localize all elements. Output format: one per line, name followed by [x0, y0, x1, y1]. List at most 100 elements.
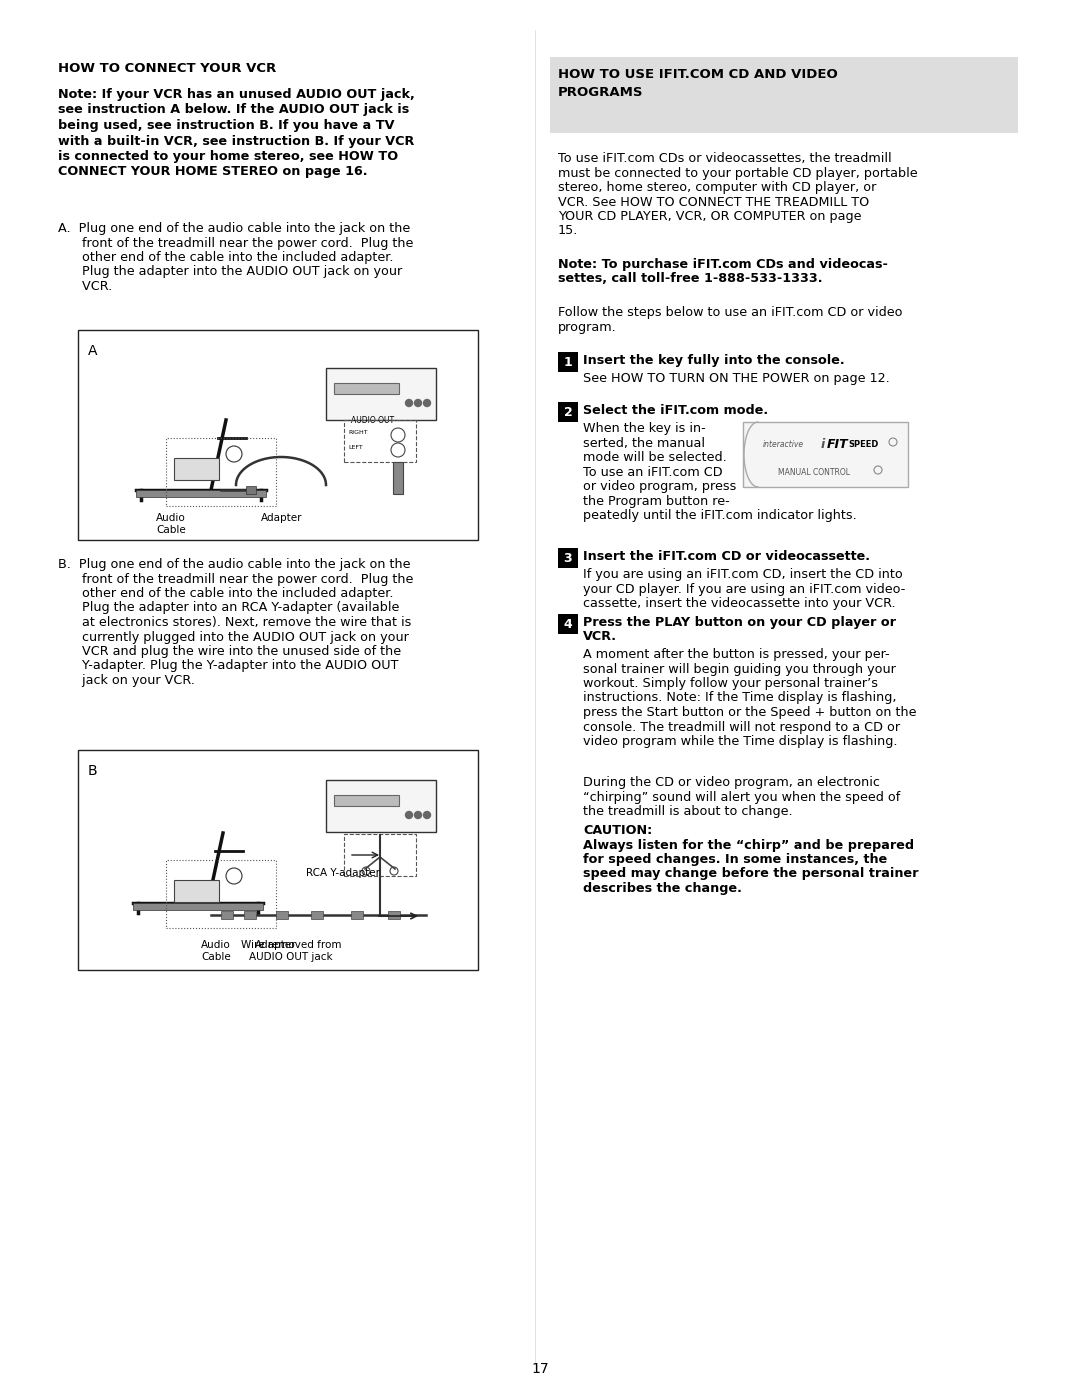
Text: Adapter: Adapter [255, 940, 297, 950]
Text: AUDIO OUT: AUDIO OUT [351, 416, 394, 425]
Circle shape [423, 812, 431, 819]
Circle shape [405, 400, 413, 407]
Text: peatedly until the iFIT.com indicator lights.: peatedly until the iFIT.com indicator li… [583, 509, 856, 522]
Text: Y-adapter. Plug the Y-adapter into the AUDIO OUT: Y-adapter. Plug the Y-adapter into the A… [58, 659, 399, 672]
Text: serted, the manual: serted, the manual [583, 436, 705, 450]
Text: See HOW TO TURN ON THE POWER on page 12.: See HOW TO TURN ON THE POWER on page 12. [583, 372, 890, 386]
Text: i: i [821, 439, 825, 451]
Text: Note: To purchase iFIT.com CDs and videocas-: Note: To purchase iFIT.com CDs and video… [558, 258, 888, 271]
Text: To use an iFIT.com CD: To use an iFIT.com CD [583, 465, 723, 479]
Bar [334, 383, 399, 394]
Text: VCR. See HOW TO CONNECT THE TREADMILL TO: VCR. See HOW TO CONNECT THE TREADMILL TO [558, 196, 869, 208]
Text: Adapter: Adapter [261, 513, 302, 522]
Text: instructions. Note: If the Time display is flashing,: instructions. Note: If the Time display … [583, 692, 896, 704]
Text: MANUAL CONTROL: MANUAL CONTROL [778, 468, 850, 476]
Bar [345, 834, 416, 876]
Bar [174, 458, 219, 481]
Text: see instruction A below. If the AUDIO OUT jack is: see instruction A below. If the AUDIO OU… [58, 103, 409, 116]
Bar [136, 490, 266, 497]
Text: RIGHT: RIGHT [348, 430, 367, 434]
Circle shape [415, 812, 421, 819]
Bar [351, 911, 363, 919]
Bar [550, 57, 1018, 133]
Text: 4: 4 [564, 617, 572, 630]
Text: mode will be selected.: mode will be selected. [583, 451, 727, 464]
Bar [78, 330, 478, 541]
Bar [276, 911, 288, 919]
Text: A: A [87, 344, 97, 358]
Bar [558, 615, 578, 634]
Text: your CD player. If you are using an iFIT.com video-: your CD player. If you are using an iFIT… [583, 583, 905, 595]
Bar [174, 880, 219, 902]
Text: CAUTION:: CAUTION: [583, 824, 652, 837]
Text: B: B [87, 764, 97, 778]
Text: SPEED: SPEED [848, 440, 878, 448]
Text: being used, see instruction B. If you have a TV: being used, see instruction B. If you ha… [58, 119, 394, 131]
Text: video program while the Time display is flashing.: video program while the Time display is … [583, 735, 897, 747]
Text: YOUR CD PLAYER, VCR, OR COMPUTER on page: YOUR CD PLAYER, VCR, OR COMPUTER on page [558, 210, 862, 224]
Bar [78, 750, 478, 970]
Bar [166, 861, 276, 928]
Text: Note: If your VCR has an unused AUDIO OUT jack,: Note: If your VCR has an unused AUDIO OU… [58, 88, 415, 101]
Text: Plug the adapter into an RCA Y-adapter (available: Plug the adapter into an RCA Y-adapter (… [58, 602, 400, 615]
Bar [244, 911, 256, 919]
Text: VCR.: VCR. [58, 279, 112, 293]
Text: workout. Simply follow your personal trainer’s: workout. Simply follow your personal tra… [583, 678, 878, 690]
Text: A moment after the button is pressed, your per-: A moment after the button is pressed, yo… [583, 648, 890, 661]
Bar [558, 402, 578, 422]
Text: Always listen for the “chirp” and be prepared: Always listen for the “chirp” and be pre… [583, 838, 914, 852]
Text: Wire removed from
AUDIO OUT jack: Wire removed from AUDIO OUT jack [241, 940, 341, 963]
Bar [393, 462, 403, 495]
Bar [166, 439, 276, 506]
Text: 17: 17 [531, 1362, 549, 1376]
Text: 3: 3 [564, 552, 572, 564]
Text: If you are using an iFIT.com CD, insert the CD into: If you are using an iFIT.com CD, insert … [583, 569, 903, 581]
Text: currently plugged into the AUDIO OUT jack on your: currently plugged into the AUDIO OUT jac… [58, 630, 409, 644]
Bar [388, 911, 400, 919]
Circle shape [405, 812, 413, 819]
Text: PROGRAMS: PROGRAMS [558, 87, 644, 99]
Text: During the CD or video program, an electronic: During the CD or video program, an elect… [583, 775, 880, 789]
Text: is connected to your home stereo, see HOW TO: is connected to your home stereo, see HO… [58, 149, 399, 163]
Text: the treadmill is about to change.: the treadmill is about to change. [583, 805, 793, 819]
Text: Insert the iFIT.com CD or videocassette.: Insert the iFIT.com CD or videocassette. [583, 550, 870, 563]
Text: the Program button re-: the Program button re- [583, 495, 730, 507]
Text: HOW TO USE IFIT.COM CD AND VIDEO: HOW TO USE IFIT.COM CD AND VIDEO [558, 68, 838, 81]
Bar [311, 911, 323, 919]
Text: To use iFIT.com CDs or videocassettes, the treadmill: To use iFIT.com CDs or videocassettes, t… [558, 152, 892, 165]
Text: Follow the steps below to use an iFIT.com CD or video: Follow the steps below to use an iFIT.co… [558, 306, 903, 319]
Text: Insert the key fully into the console.: Insert the key fully into the console. [583, 353, 845, 367]
Text: must be connected to your portable CD player, portable: must be connected to your portable CD pl… [558, 166, 918, 179]
Text: HOW TO CONNECT YOUR VCR: HOW TO CONNECT YOUR VCR [58, 61, 276, 75]
Text: other end of the cable into the included adapter.: other end of the cable into the included… [58, 251, 393, 264]
Text: console. The treadmill will not respond to a CD or: console. The treadmill will not respond … [583, 721, 900, 733]
Text: front of the treadmill near the power cord.  Plug the: front of the treadmill near the power co… [58, 573, 414, 585]
Text: When the key is in-: When the key is in- [583, 422, 705, 434]
Bar [345, 420, 416, 462]
Text: RCA Y-adapter: RCA Y-adapter [306, 868, 380, 877]
Text: VCR and plug the wire into the unused side of the: VCR and plug the wire into the unused si… [58, 645, 401, 658]
Text: program.: program. [558, 320, 617, 334]
Text: Audio
Cable: Audio Cable [157, 513, 186, 535]
Text: or video program, press: or video program, press [583, 481, 737, 493]
Bar [133, 902, 264, 909]
Text: B.  Plug one end of the audio cable into the jack on the: B. Plug one end of the audio cable into … [58, 557, 410, 571]
Text: 15.: 15. [558, 225, 579, 237]
Text: other end of the cable into the included adapter.: other end of the cable into the included… [58, 587, 393, 599]
Bar [743, 422, 908, 488]
Text: cassette, insert the videocassette into your VCR.: cassette, insert the videocassette into … [583, 597, 895, 610]
Text: front of the treadmill near the power cord.  Plug the: front of the treadmill near the power co… [58, 236, 414, 250]
Text: Select the iFIT.com mode.: Select the iFIT.com mode. [583, 404, 768, 416]
Text: press the Start button or the Speed + button on the: press the Start button or the Speed + bu… [583, 705, 917, 719]
Text: Plug the adapter into the AUDIO OUT jack on your: Plug the adapter into the AUDIO OUT jack… [58, 265, 402, 278]
Text: A.  Plug one end of the audio cable into the jack on the: A. Plug one end of the audio cable into … [58, 222, 410, 235]
Bar [326, 780, 436, 833]
Text: sonal trainer will begin guiding you through your: sonal trainer will begin guiding you thr… [583, 662, 896, 676]
Text: LEFT: LEFT [348, 446, 363, 450]
Bar [558, 352, 578, 372]
Text: Audio
Cable: Audio Cable [201, 940, 231, 963]
Bar [334, 795, 399, 806]
Text: Press the PLAY button on your CD player or: Press the PLAY button on your CD player … [583, 616, 896, 629]
Text: jack on your VCR.: jack on your VCR. [58, 673, 194, 687]
Bar [246, 486, 256, 495]
